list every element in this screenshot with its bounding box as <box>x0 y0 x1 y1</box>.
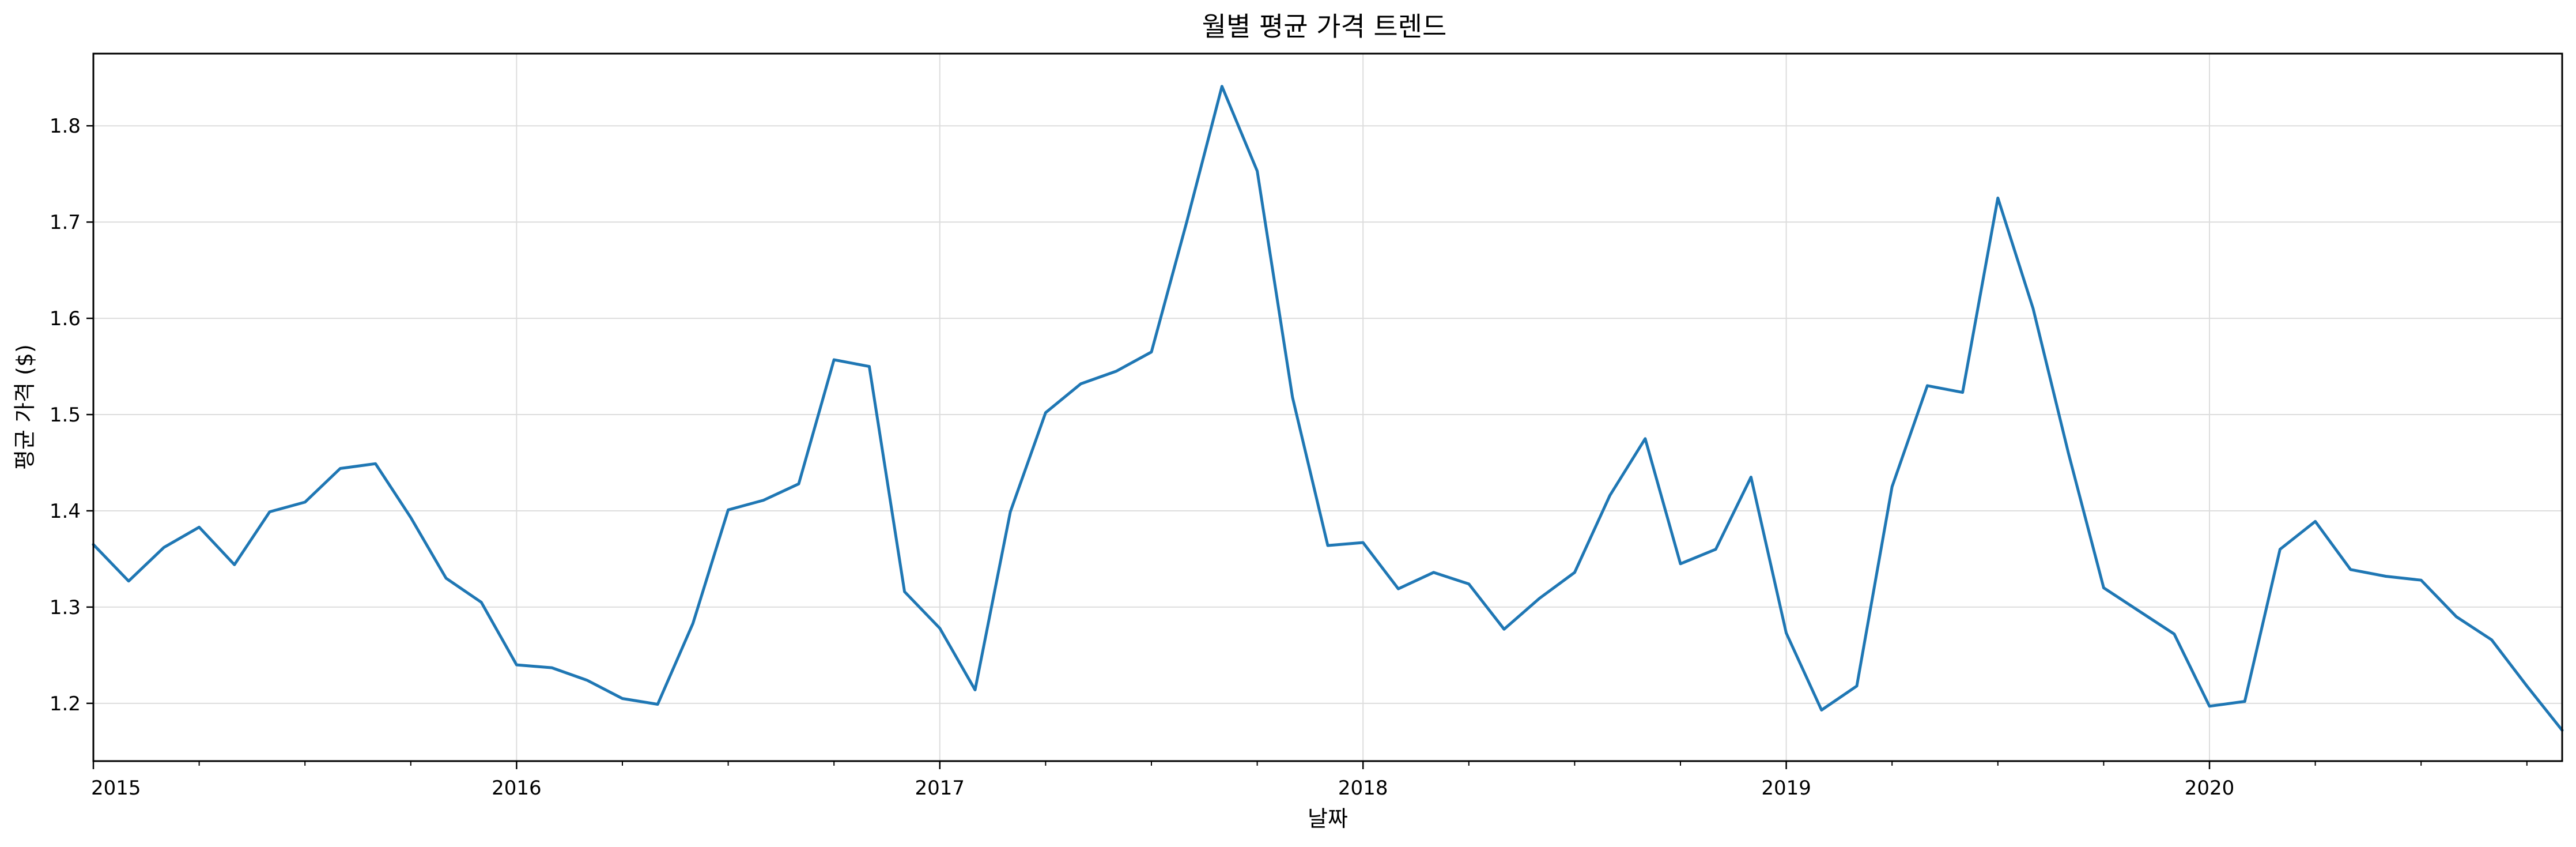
data-point <box>1819 707 1825 713</box>
data-point <box>90 541 96 547</box>
data-point <box>2559 728 2565 733</box>
x-tick-label: 2018 <box>1338 777 1388 800</box>
data-point <box>1678 561 1683 567</box>
data-point <box>1149 349 1154 355</box>
y-tick-label: 1.5 <box>50 404 81 427</box>
data-point <box>513 662 519 668</box>
data-point <box>726 507 731 513</box>
data-point <box>866 364 872 370</box>
data-point <box>655 702 660 707</box>
y-tick-label: 1.7 <box>50 211 81 234</box>
data-point <box>690 620 696 626</box>
data-point <box>1395 586 1401 592</box>
data-point <box>584 677 590 683</box>
x-tick-label: 2015 <box>91 777 141 800</box>
data-point <box>549 665 555 671</box>
data-points <box>90 84 2565 733</box>
data-point <box>1007 509 1013 515</box>
data-point <box>1290 394 1295 400</box>
x-axis-ticks: 2015 2016 2017 2018 2019 2020 <box>91 761 2528 800</box>
x-tick-label: 2016 <box>492 777 542 800</box>
data-point <box>337 466 343 472</box>
x-tick-label: 2017 <box>915 777 965 800</box>
data-point <box>1043 410 1048 416</box>
data-point <box>2242 698 2248 704</box>
chart-title: 월별 평균 가격 트렌드 <box>1202 11 1447 42</box>
data-point <box>1184 219 1189 225</box>
data-point <box>902 589 908 594</box>
data-point <box>302 499 308 505</box>
data-point <box>2277 547 2283 552</box>
data-point <box>1713 547 1718 552</box>
data-point <box>1924 383 1930 389</box>
data-point <box>2101 585 2106 591</box>
data-point <box>796 481 802 487</box>
data-point <box>1607 492 1613 498</box>
data-point <box>1466 581 1472 587</box>
x-tick-label: 2020 <box>2185 777 2235 800</box>
data-point <box>1113 368 1119 374</box>
data-point <box>2136 608 2142 614</box>
data-point <box>161 544 167 550</box>
data-point <box>443 575 449 581</box>
data-point <box>937 626 943 631</box>
data-point <box>1219 84 1225 89</box>
y-tick-label: 1.2 <box>50 692 81 716</box>
data-point <box>1501 626 1507 632</box>
data-point <box>831 357 837 363</box>
y-axis-ticks: 1.2 1.3 1.4 1.5 1.6 1.7 1.8 <box>50 115 93 716</box>
data-point <box>2383 573 2389 579</box>
data-point <box>972 687 978 692</box>
data-point <box>2171 631 2177 637</box>
data-point <box>1572 570 1577 575</box>
data-point <box>1889 484 1895 490</box>
y-tick-label: 1.3 <box>50 596 81 619</box>
data-point <box>2453 614 2459 620</box>
price-series-line <box>92 85 2564 732</box>
data-point <box>2207 703 2212 709</box>
data-point <box>373 461 379 466</box>
y-axis-label: 평균 가격 ($) <box>12 344 37 470</box>
x-tick-label: 2019 <box>1761 777 1811 800</box>
data-point <box>2313 518 2318 524</box>
y-tick-label: 1.4 <box>50 500 81 523</box>
data-point <box>1748 475 1754 480</box>
data-point <box>478 600 484 605</box>
grid-lines <box>93 54 2562 761</box>
plot-frame <box>92 52 2563 762</box>
data-point <box>2489 637 2495 643</box>
data-point <box>620 695 625 701</box>
data-point <box>126 578 131 584</box>
y-tick-label: 1.6 <box>50 307 81 330</box>
data-point <box>2348 567 2354 573</box>
data-point <box>1255 168 1260 174</box>
data-point <box>1995 195 2001 201</box>
data-point <box>1536 596 1542 601</box>
data-point <box>2030 306 2036 311</box>
data-point <box>1431 570 1437 575</box>
data-point <box>408 515 414 521</box>
data-point <box>1960 390 1966 396</box>
data-point <box>232 562 237 567</box>
data-point <box>1784 630 1789 636</box>
data-point <box>2524 683 2530 689</box>
data-point <box>1642 436 1648 442</box>
data-point <box>1325 543 1331 548</box>
data-point <box>761 498 766 503</box>
data-point <box>1854 683 1860 689</box>
data-point <box>2418 577 2424 583</box>
data-point <box>197 524 202 530</box>
data-point <box>267 509 273 515</box>
data-point <box>2065 450 2071 456</box>
data-point <box>1078 381 1084 387</box>
y-tick-label: 1.8 <box>50 115 81 138</box>
x-axis-label: 날짜 <box>1308 806 1348 831</box>
data-point <box>1360 540 1366 545</box>
